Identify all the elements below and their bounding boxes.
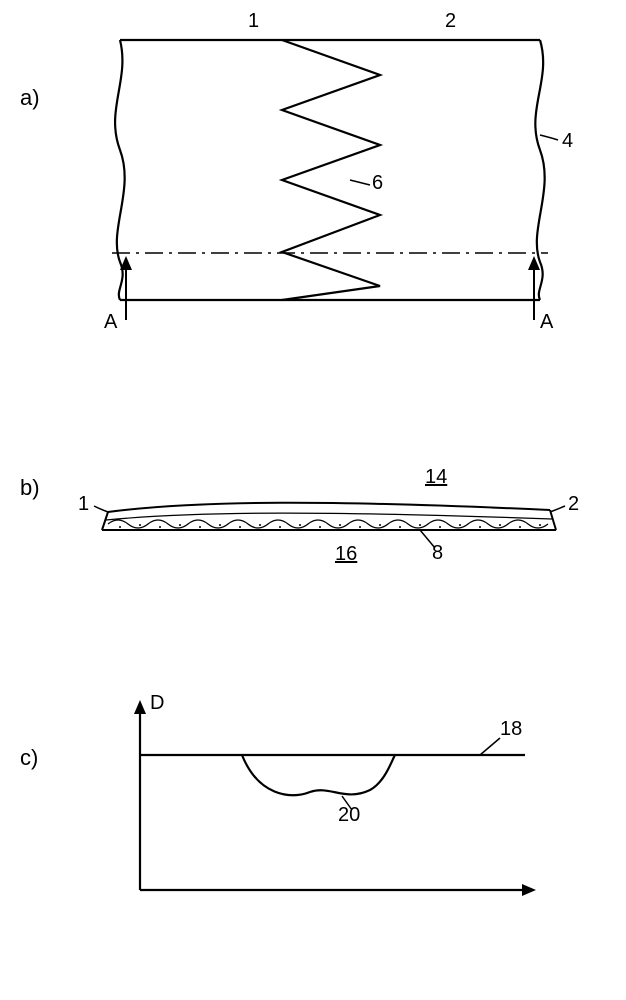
- page: a) 1 2 4 6 A A b): [0, 0, 626, 1000]
- fig-c-ref-18: 18: [500, 718, 522, 741]
- fig-c-curve-20: [242, 755, 395, 795]
- fig-c-x-arrow: [522, 884, 536, 896]
- fig-c-ref-20: 20: [338, 804, 360, 827]
- figure-c-svg: [0, 0, 626, 1000]
- fig-c-axis-D: D: [150, 692, 164, 715]
- fig-c-y-arrow: [134, 700, 146, 714]
- fig-c-leader-18: [480, 738, 500, 755]
